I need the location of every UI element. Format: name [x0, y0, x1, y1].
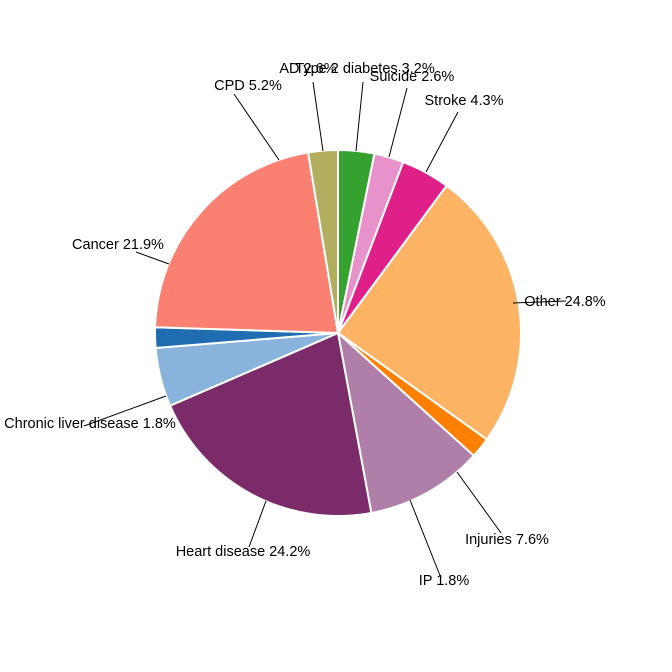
leader-line-ad — [312, 81, 324, 152]
slice-label-injuries: Injuries 7.6% — [465, 532, 549, 548]
pie-slice-heart-disease — [169, 332, 373, 518]
slice-label-heart-disease: Heart disease 24.2% — [176, 544, 311, 560]
slice-label-type-2-diabetes: Type 2 diabetes 3.2% — [295, 61, 435, 77]
slice-label-stroke: Stroke 4.3% — [425, 93, 504, 109]
pie-slice-cancer — [154, 151, 339, 334]
leader-line-type-2-diabetes — [355, 81, 364, 152]
leader-line-heart-disease — [248, 500, 267, 548]
leader-line-stroke — [425, 111, 459, 173]
leader-line-chronic-liver-disease — [83, 395, 167, 427]
leader-line-cpd — [233, 93, 280, 161]
slice-label-cpd: CPD 5.2% — [214, 78, 282, 94]
leader-line-cancer — [135, 251, 170, 265]
slice-label-chronic-liver-disease: Chronic liver disease 1.8% — [4, 416, 176, 432]
slice-label-ip: IP 1.8% — [419, 573, 470, 589]
pie-slice-injuries — [337, 332, 475, 514]
slice-label-suicide: Suicide 2.6% — [370, 69, 455, 85]
leader-line-ip — [409, 499, 442, 579]
leader-line-suicide — [388, 87, 408, 158]
leader-line-injuries — [456, 471, 502, 534]
slice-label-other: Other 24.8% — [524, 294, 606, 310]
slice-label-cancer: Cancer 21.9% — [72, 237, 164, 253]
pie-slice-other — [337, 184, 522, 441]
slice-label-ad: AD 2.6% — [279, 61, 336, 77]
leader-line-other — [512, 300, 567, 304]
